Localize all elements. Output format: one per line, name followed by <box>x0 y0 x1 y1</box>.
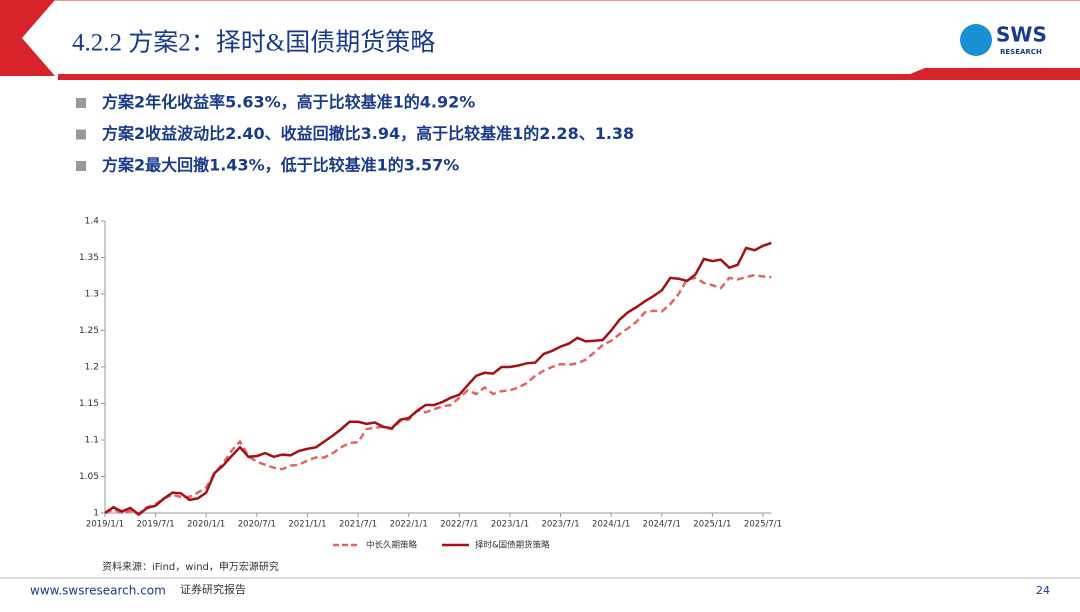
y-tick-label: 1.1 <box>85 436 99 446</box>
x-tick-label: 2025/7/1 <box>744 520 782 530</box>
logo-mark <box>960 24 992 56</box>
page-number: 24 <box>1036 584 1050 597</box>
series-line <box>104 241 772 517</box>
logo: SWS <box>996 23 1047 47</box>
legend-label: 择时&国债期货策略 <box>475 540 550 551</box>
logo-sub: RESEARCH <box>1000 48 1042 56</box>
x-tick-label: 2023/1/1 <box>491 520 529 530</box>
footer-url: www.swsresearch.com <box>30 584 166 598</box>
bullet-square <box>76 129 86 140</box>
y-tick-label: 1.2 <box>85 363 99 373</box>
bullet-square <box>76 161 86 171</box>
x-tick-label: 2025/1/1 <box>693 520 731 530</box>
bullet-square <box>76 98 86 108</box>
source: 资料来源：iFind，wind，申万宏源研究 <box>102 560 279 573</box>
y-tick-label: 1.35 <box>79 253 99 263</box>
x-tick-label: 2024/1/1 <box>592 520 630 530</box>
x-tick-label: 2021/7/1 <box>339 520 377 530</box>
y-tick-label: 1.25 <box>79 326 99 336</box>
bullet-text: 方案2收益波动比2.40、收益回撤比3.94，高于比较基准1的2.28、1.38 <box>102 124 634 143</box>
series-line <box>104 273 772 516</box>
bullet-text: 方案2年化收益率5.63%，高于比较基准1的4.92% <box>102 93 475 112</box>
x-tick-label: 2019/1/1 <box>86 520 124 530</box>
y-tick-label: 1 <box>93 509 99 519</box>
x-tick-label: 2020/7/1 <box>238 520 276 530</box>
footer-label: 证券研究报告 <box>180 582 246 596</box>
x-tick-label: 2023/7/1 <box>541 520 579 530</box>
x-tick-label: 2020/1/1 <box>187 520 225 530</box>
x-tick-label: 2022/1/1 <box>390 520 428 530</box>
y-tick-label: 1.4 <box>85 217 100 227</box>
x-tick-label: 2019/7/1 <box>137 520 175 530</box>
header-arrow <box>0 0 55 76</box>
bullet-text: 方案2最大回撤1.43%，低于比较基准1的3.57% <box>102 156 459 175</box>
x-tick-label: 2021/1/1 <box>288 520 326 530</box>
x-tick-label: 2024/7/1 <box>643 520 681 530</box>
header-rule <box>58 68 1080 80</box>
y-tick-label: 1.15 <box>79 399 99 409</box>
legend-label: 中长久期策略 <box>366 540 418 551</box>
title: 4.2.2 方案2：择时&国债期货策略 <box>72 29 435 57</box>
x-tick-label: 2022/7/1 <box>440 520 478 530</box>
y-tick-label: 1.05 <box>79 472 99 482</box>
y-tick-label: 1.3 <box>85 290 99 300</box>
